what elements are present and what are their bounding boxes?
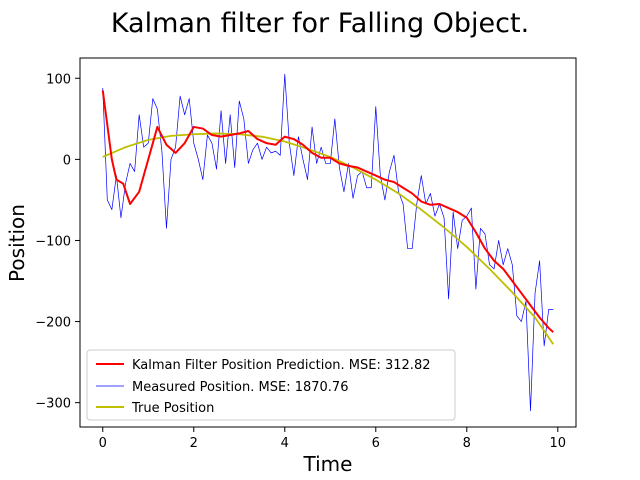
x-tick-label: 10 bbox=[550, 436, 567, 451]
chart-title: Kalman filter for Falling Object. bbox=[111, 8, 529, 39]
legend: Kalman Filter Position Prediction. MSE: … bbox=[86, 349, 456, 421]
x-tick-label: 0 bbox=[99, 436, 107, 451]
legend-box bbox=[86, 349, 456, 421]
x-tick-label: 2 bbox=[190, 436, 198, 451]
series-layer bbox=[101, 73, 554, 412]
legend-label-measured: Measured Position. MSE: 1870.76 bbox=[132, 380, 348, 395]
y-axis-label: Position bbox=[5, 204, 29, 282]
y-tick-label: 0 bbox=[63, 153, 71, 168]
y-tick-label: −200 bbox=[35, 316, 71, 331]
y-tick-label: −100 bbox=[35, 234, 71, 249]
y-tick-label: −300 bbox=[35, 397, 71, 412]
x-tick-label: 8 bbox=[463, 436, 471, 451]
legend-label-kalman: Kalman Filter Position Prediction. MSE: … bbox=[132, 358, 430, 373]
series-line-kalman bbox=[101, 90, 554, 333]
plot-frame bbox=[79, 57, 577, 428]
x-tick-label: 6 bbox=[372, 436, 380, 451]
y-tick-label: 100 bbox=[46, 72, 71, 87]
x-tick-label: 4 bbox=[281, 436, 289, 451]
x-axis-label: Time bbox=[303, 452, 353, 476]
axis-ticks: 0 2 4 6 8 10 100 0 −100 −200 −300 bbox=[35, 72, 566, 451]
legend-label-true: True Position bbox=[131, 401, 214, 416]
